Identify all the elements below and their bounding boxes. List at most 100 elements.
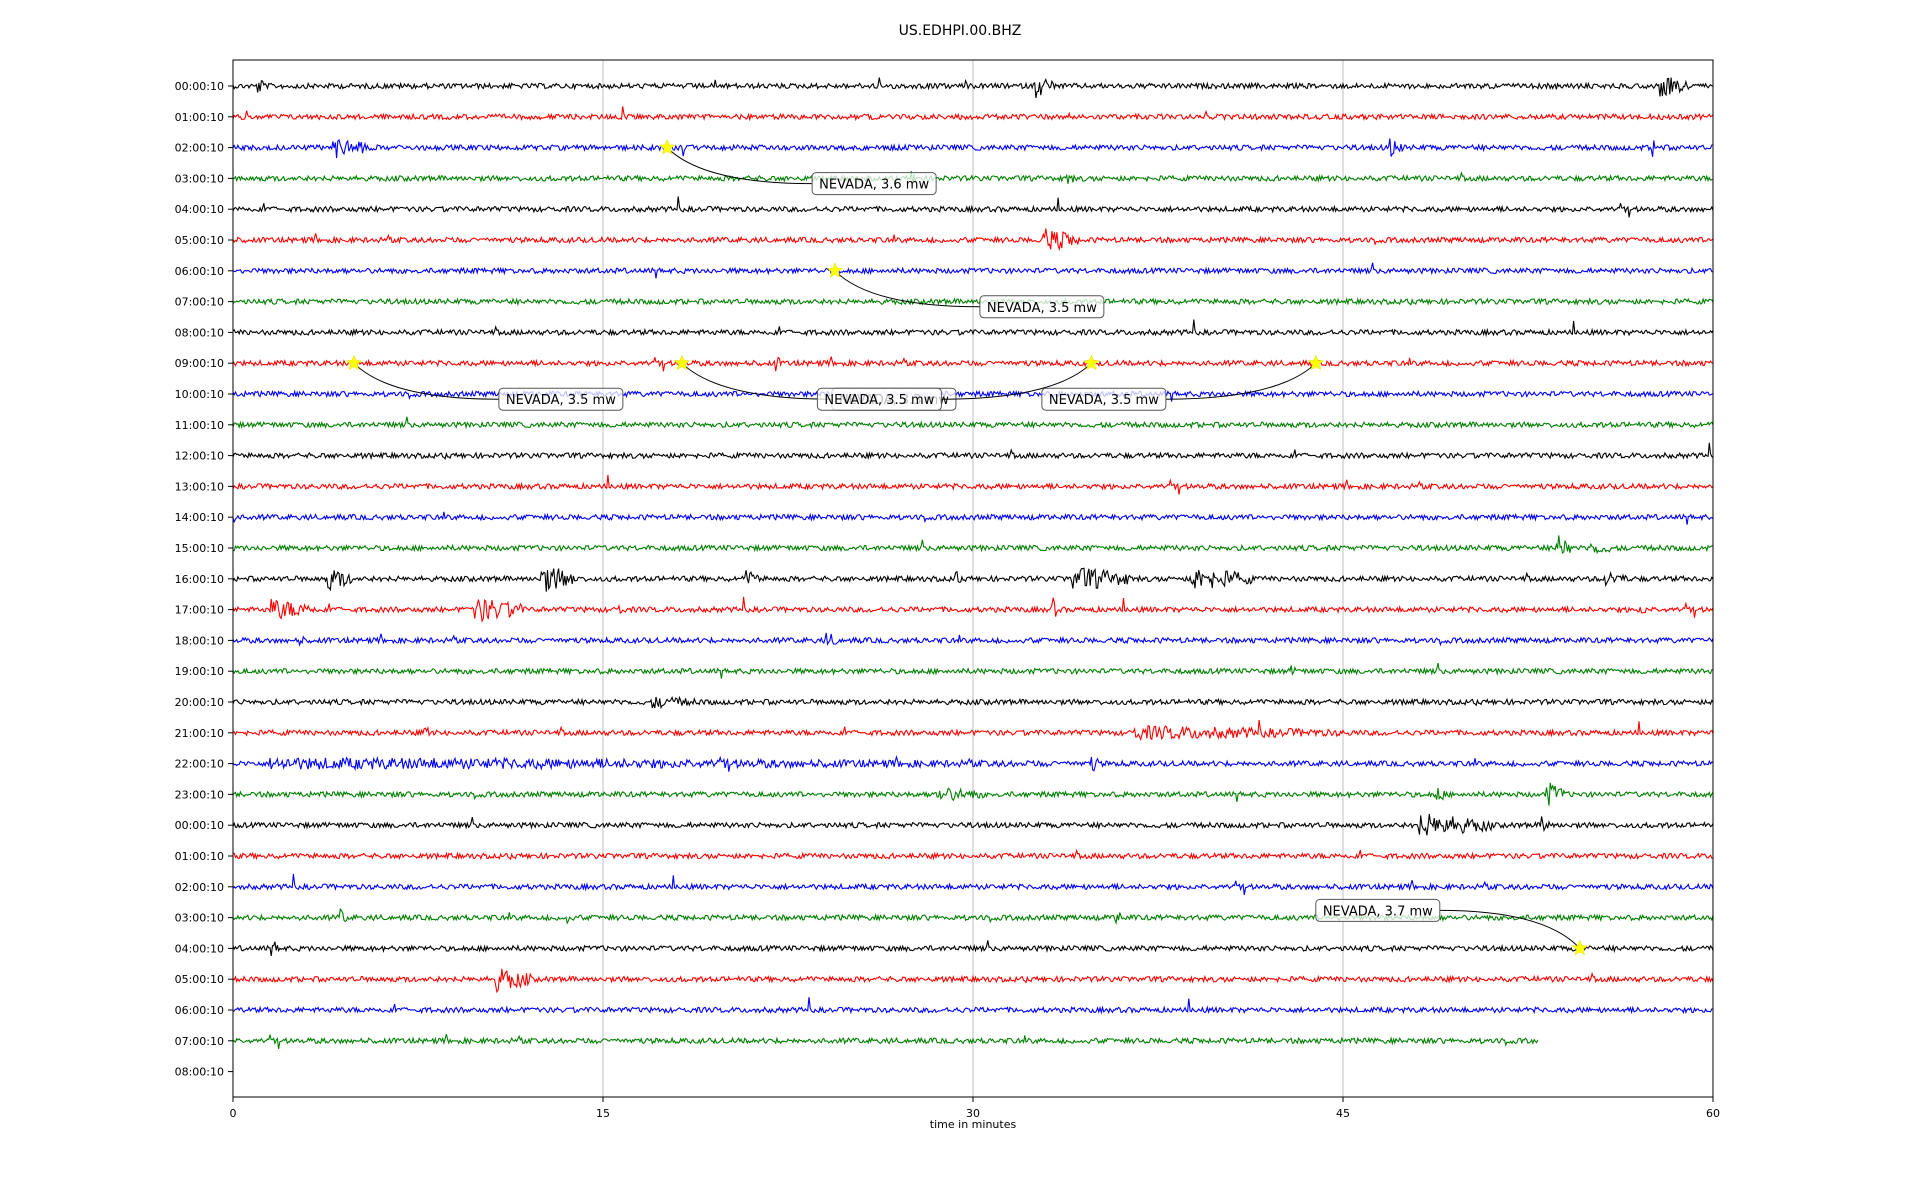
- trace-line: [232, 474, 1714, 495]
- event-leader-line: [681, 362, 832, 400]
- event-star-marker: [658, 138, 676, 155]
- y-tick-label: 07:00:10: [175, 296, 224, 309]
- y-tick-label: 08:00:10: [175, 326, 224, 339]
- y-tick-label: 15:00:10: [175, 542, 224, 555]
- y-tick-label: 16:00:10: [175, 573, 224, 586]
- trace-line: [232, 719, 1714, 742]
- event-star-marker: [345, 354, 363, 371]
- y-tick-label: 10:00:10: [175, 388, 224, 401]
- x-tick-label: 30: [966, 1107, 980, 1120]
- y-tick-label: 12:00:10: [175, 450, 224, 463]
- y-tick-label: 07:00:10: [175, 1035, 224, 1048]
- x-tick-label: 45: [1336, 1107, 1350, 1120]
- y-tick-label: 00:00:10: [175, 819, 224, 832]
- event-label-box: [1041, 387, 1167, 411]
- y-tick-label: 14:00:10: [175, 511, 224, 524]
- event-layer: NEVADA, 3.6 mw NEVADA, 3.5 mw NEVADA, 3.5 …: [345, 138, 1589, 956]
- y-tick-label: 02:00:10: [175, 142, 224, 155]
- y-tick-label: 08:00:10: [175, 1066, 224, 1079]
- trace-line: [232, 262, 1714, 279]
- event-leader-line: [1165, 362, 1317, 400]
- trace-line: [232, 567, 1714, 592]
- y-tick-label: 05:00:10: [175, 973, 224, 986]
- trace-line: [232, 389, 1714, 402]
- trace-line: [232, 596, 1714, 623]
- y-tick-label: 20:00:10: [175, 696, 224, 709]
- trace-line: [232, 416, 1714, 430]
- trace-line: [232, 296, 1714, 307]
- x-tick-label: 60: [1706, 1107, 1720, 1120]
- trace-line: [232, 848, 1714, 861]
- trace-line: [232, 873, 1714, 895]
- event-label-box: [498, 387, 624, 411]
- x-tick-labels: 0 15 30 45 60: [230, 1097, 1720, 1120]
- event-label-box: [1315, 898, 1441, 922]
- chart-title: US.EDHPI.00.BHZ: [899, 23, 1022, 39]
- event-label: NEVADA, 3.5 mw: [987, 301, 1097, 316]
- trace-line: [232, 907, 1714, 926]
- trace-line: [232, 228, 1714, 252]
- event-label-box: [816, 387, 942, 411]
- trace-line: [232, 106, 1714, 122]
- event-leader-line: [353, 362, 499, 400]
- y-tick-label: 00:00:10: [175, 80, 224, 93]
- y-tick-label: 02:00:10: [175, 881, 224, 894]
- trace-line: [232, 535, 1713, 555]
- event-label: NEVADA, 3.7 mw: [1323, 904, 1433, 919]
- event-star-marker: [1083, 354, 1100, 371]
- y-tick-label: 01:00:10: [175, 111, 224, 124]
- trace-line: [232, 695, 1714, 710]
- y-tick-label: 13:00:10: [175, 480, 224, 493]
- y-tick-label: 17:00:10: [175, 604, 224, 617]
- event-label-box: [979, 295, 1105, 319]
- trace-line: [232, 782, 1714, 806]
- trace-line: [232, 442, 1714, 461]
- event-leader-line: [1439, 909, 1581, 949]
- trace-line: [232, 319, 1714, 338]
- event-star-marker: [1307, 354, 1325, 371]
- x-tick-label: 15: [596, 1107, 610, 1120]
- trace-line: [232, 77, 1714, 99]
- trace-line: [232, 940, 1714, 956]
- event-leader-line: [666, 147, 813, 185]
- event-star-marker: [1571, 939, 1589, 956]
- y-tick-label: 09:00:10: [175, 357, 224, 370]
- y-tick-label: 04:00:10: [175, 203, 224, 216]
- event-leader-line: [941, 362, 1092, 400]
- y-tick-label: 05:00:10: [175, 234, 224, 247]
- x-axis-label: time in minutes: [930, 1118, 1017, 1131]
- x-tick-label: 0: [230, 1107, 237, 1120]
- trace-line: [232, 356, 1714, 372]
- trace-layer: [232, 77, 1714, 1049]
- event-label: NEVADA, 3.6 mw: [819, 178, 929, 193]
- y-tick-label: 03:00:10: [175, 172, 224, 185]
- y-tick-label: 23:00:10: [175, 788, 224, 801]
- trace-line: [232, 138, 1713, 159]
- y-tick-label: 04:00:10: [175, 942, 224, 955]
- trace-line: [232, 632, 1714, 647]
- trace-line: [232, 968, 1714, 994]
- trace-line: [232, 997, 1714, 1015]
- trace-line: [232, 196, 1714, 218]
- event-label: NEVADA, 3.5 mw: [824, 393, 934, 408]
- y-tick-label: 22:00:10: [175, 758, 224, 771]
- trace-line: [232, 1034, 1539, 1049]
- event-star-marker: [673, 354, 691, 371]
- event-label: NEVADA, 3.5 mw: [506, 393, 616, 408]
- y-tick-label: 18:00:10: [175, 634, 224, 647]
- event-label: NEVADA, 3.5 mw: [1049, 393, 1159, 408]
- trace-line: [232, 755, 1714, 772]
- y-tick-label: 06:00:10: [175, 1004, 224, 1017]
- y-tick-label: 06:00:10: [175, 265, 224, 278]
- y-tick-label: 21:00:10: [175, 727, 224, 740]
- event-star-marker: [826, 262, 844, 278]
- y-tick-label: 11:00:10: [175, 419, 224, 432]
- event-label-box: [811, 172, 937, 196]
- trace-line: [232, 662, 1714, 679]
- trace-line: [232, 511, 1714, 525]
- y-tick-label: 01:00:10: [175, 850, 224, 863]
- trace-line: [232, 814, 1714, 836]
- plot-frame: [232, 59, 1714, 1098]
- event-leader-line: [834, 270, 980, 308]
